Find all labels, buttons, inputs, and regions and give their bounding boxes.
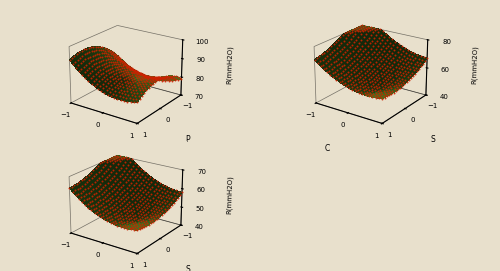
X-axis label: C: C (80, 144, 86, 153)
Y-axis label: P: P (186, 135, 190, 144)
Y-axis label: S: S (430, 135, 436, 144)
Y-axis label: S: S (186, 265, 190, 271)
X-axis label: C: C (325, 144, 330, 153)
